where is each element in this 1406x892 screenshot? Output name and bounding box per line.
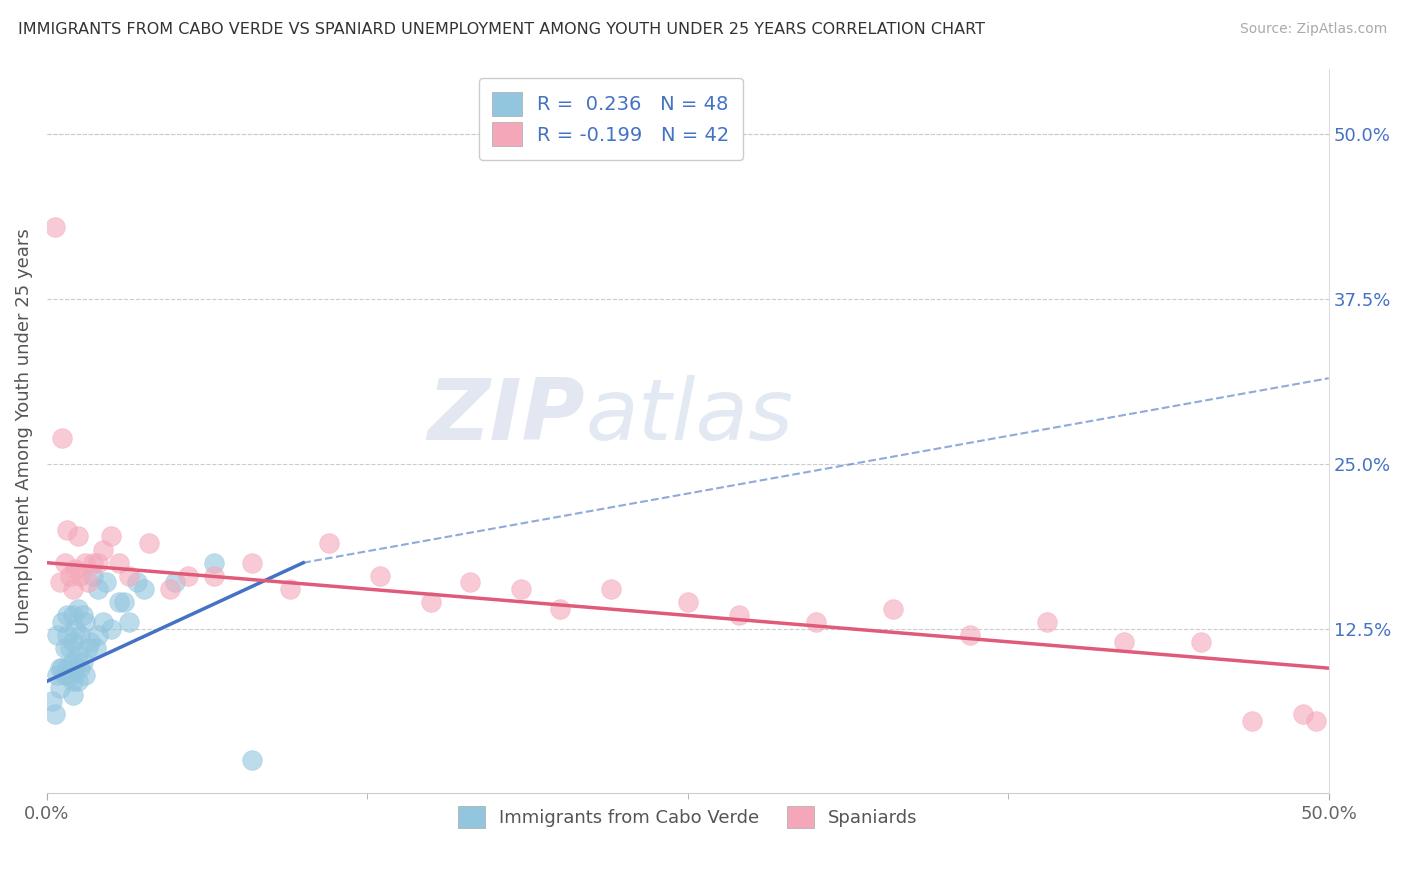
Point <box>368 569 391 583</box>
Point <box>53 641 76 656</box>
Point <box>62 655 84 669</box>
Point <box>87 556 110 570</box>
Point <box>159 582 181 596</box>
Point <box>1240 714 1263 728</box>
Point <box>87 582 110 596</box>
Point <box>318 536 340 550</box>
Point <box>41 694 63 708</box>
Point <box>46 628 69 642</box>
Point <box>59 641 82 656</box>
Point <box>77 575 100 590</box>
Text: ZIP: ZIP <box>427 375 585 458</box>
Point <box>66 602 89 616</box>
Point <box>600 582 623 596</box>
Point <box>56 661 79 675</box>
Point <box>728 608 751 623</box>
Point <box>100 529 122 543</box>
Point <box>107 556 129 570</box>
Point <box>56 628 79 642</box>
Point <box>48 575 70 590</box>
Point <box>1112 634 1135 648</box>
Point <box>77 641 100 656</box>
Point <box>458 575 481 590</box>
Point <box>138 536 160 550</box>
Point <box>100 622 122 636</box>
Point <box>62 688 84 702</box>
Point <box>177 569 200 583</box>
Point <box>240 556 263 570</box>
Point <box>125 575 148 590</box>
Point <box>1305 714 1327 728</box>
Point <box>882 602 904 616</box>
Point <box>51 615 73 629</box>
Point <box>53 556 76 570</box>
Point <box>959 628 981 642</box>
Point <box>62 674 84 689</box>
Point <box>84 641 107 656</box>
Point <box>804 615 827 629</box>
Point <box>59 667 82 681</box>
Point <box>46 667 69 681</box>
Point <box>63 562 86 576</box>
Point <box>510 582 533 596</box>
Point <box>87 628 110 642</box>
Point <box>280 582 302 596</box>
Point <box>107 595 129 609</box>
Point <box>62 582 84 596</box>
Point <box>48 681 70 695</box>
Point <box>63 661 86 675</box>
Point <box>72 655 94 669</box>
Point <box>62 634 84 648</box>
Point <box>72 608 94 623</box>
Y-axis label: Unemployment Among Youth under 25 years: Unemployment Among Youth under 25 years <box>15 228 32 634</box>
Point <box>202 569 225 583</box>
Point <box>82 569 104 583</box>
Point <box>240 753 263 767</box>
Point <box>82 556 104 570</box>
Point <box>48 661 70 675</box>
Point <box>66 529 89 543</box>
Point <box>62 608 84 623</box>
Point <box>548 602 571 616</box>
Point <box>51 661 73 675</box>
Point <box>1035 615 1057 629</box>
Point <box>165 575 187 590</box>
Point <box>69 569 91 583</box>
Point <box>79 634 101 648</box>
Point <box>202 556 225 570</box>
Point <box>118 615 141 629</box>
Point <box>53 667 76 681</box>
Point <box>75 556 97 570</box>
Point <box>56 523 79 537</box>
Point <box>134 582 156 596</box>
Point <box>51 430 73 444</box>
Point <box>112 595 135 609</box>
Point <box>56 608 79 623</box>
Point <box>676 595 699 609</box>
Point <box>66 648 89 662</box>
Point <box>69 661 91 675</box>
Point <box>44 707 66 722</box>
Point <box>75 667 97 681</box>
Point <box>63 622 86 636</box>
Legend: Immigrants from Cabo Verde, Spaniards: Immigrants from Cabo Verde, Spaniards <box>451 798 925 835</box>
Point <box>75 615 97 629</box>
Text: IMMIGRANTS FROM CABO VERDE VS SPANIARD UNEMPLOYMENT AMONG YOUTH UNDER 25 YEARS C: IMMIGRANTS FROM CABO VERDE VS SPANIARD U… <box>18 22 986 37</box>
Point <box>69 628 91 642</box>
Text: Source: ZipAtlas.com: Source: ZipAtlas.com <box>1240 22 1388 37</box>
Point <box>59 569 82 583</box>
Point <box>1292 707 1315 722</box>
Point <box>118 569 141 583</box>
Point <box>91 615 114 629</box>
Point <box>94 575 117 590</box>
Text: atlas: atlas <box>585 375 793 458</box>
Point <box>44 219 66 234</box>
Point <box>420 595 443 609</box>
Point <box>66 674 89 689</box>
Point <box>1189 634 1212 648</box>
Point <box>91 542 114 557</box>
